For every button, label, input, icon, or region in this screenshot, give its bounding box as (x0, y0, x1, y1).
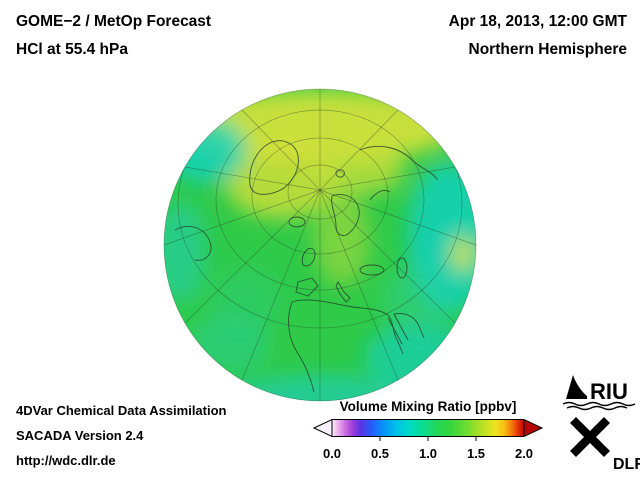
header-left: GOME−2 / MetOp Forecast HCl at 55.4 hPa (16, 8, 211, 64)
dlr-logo-text: DLR (613, 456, 640, 473)
colorbar (312, 418, 544, 441)
version-label: SACADA Version 2.4 (16, 428, 144, 443)
plot-region: Northern Hemisphere (468, 41, 627, 58)
colorbar-tick-label: 2.0 (514, 446, 534, 461)
riu-logo-text: RIU (590, 379, 628, 404)
plot-title: GOME−2 / MetOp Forecast (16, 13, 212, 30)
colorbar-tick-label: 1.5 (466, 446, 486, 461)
graticule (164, 89, 476, 401)
colorbar-left-arrow (312, 418, 333, 438)
url-label: http://wdc.dlr.de (16, 453, 116, 468)
colorbar-right-arrow (523, 418, 544, 438)
assimilation-label: 4DVar Chemical Data Assimilation (16, 403, 227, 418)
riu-logo: RIU (562, 375, 636, 411)
globe-limb (163, 88, 477, 402)
colorbar-tick-label: 0.0 (322, 446, 342, 461)
riu-wave-lines (562, 401, 636, 411)
colorbar-tick-label: 0.5 (370, 446, 390, 461)
plot-datetime: Apr 18, 2013, 12:00 GMT (448, 13, 627, 30)
colorbar-tick-label: 1.0 (418, 446, 438, 461)
header-right: Apr 18, 2013, 12:00 GMT Northern Hemisph… (449, 8, 627, 64)
dlr-logo: DLR (570, 417, 640, 473)
globe-map (163, 88, 477, 402)
colorbar-tick-marks (379, 436, 477, 441)
colorbar-gradient-bar (331, 419, 525, 437)
colorbar-title: Volume Mixing Ratio [ppbv] (339, 399, 517, 414)
coastlines (174, 140, 439, 393)
riu-sail-icon (566, 375, 587, 399)
footer-left: 4DVar Chemical Data Assimilation SACADA … (16, 398, 227, 473)
dlr-emblem-icon (570, 417, 610, 457)
plot-subtitle: HCl at 55.4 hPa (16, 41, 128, 58)
